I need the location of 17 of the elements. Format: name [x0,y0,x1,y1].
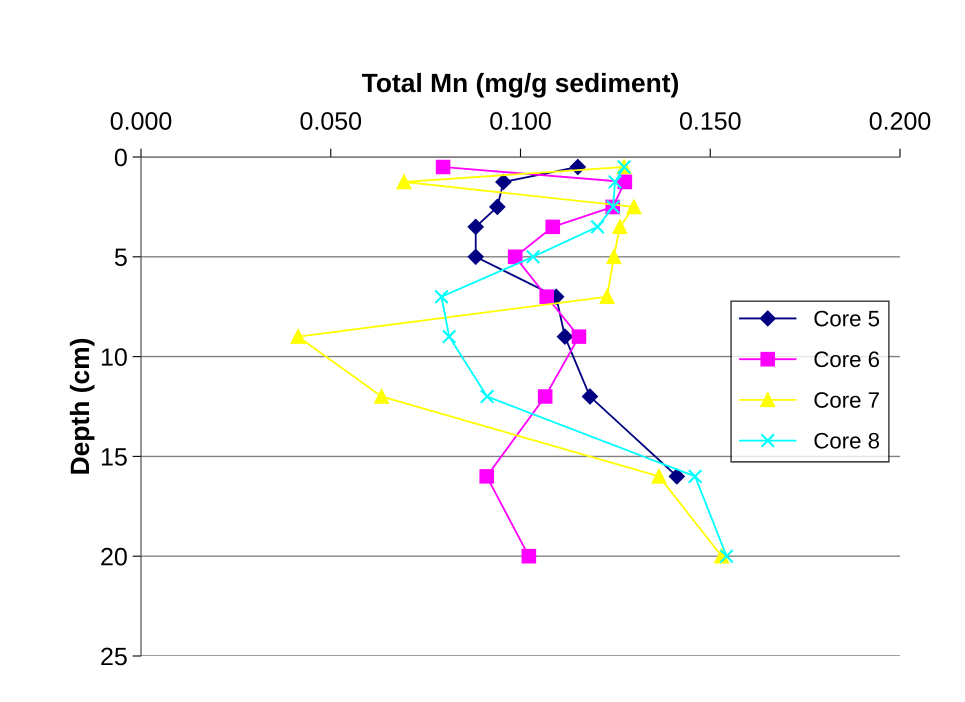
y-tick-label: 25 [101,648,127,666]
x-tick-label: 0.150 [680,112,741,130]
legend-label: Core 8 [814,432,880,449]
legend-label: Core 6 [814,351,880,368]
x-tick-label: 0.050 [300,112,362,130]
legend-label: Core 5 [814,310,880,326]
x-tick-label: 0.100 [490,112,551,130]
y-axis-title: Depth (cm) [70,338,94,474]
y-tick-label: 15 [102,448,127,466]
y-tick-label: 5 [114,248,127,266]
legend-label: Core 7 [814,392,879,408]
y-tick-label: 10 [102,348,127,366]
y-tick-label: 20 [101,548,127,566]
chart-title: Total Mn (mg/g sediment) [362,72,678,98]
y-tick-label: 0 [114,148,127,166]
x-tick-label: 0.000 [110,112,172,130]
x-tick-label: 0.200 [870,112,930,130]
